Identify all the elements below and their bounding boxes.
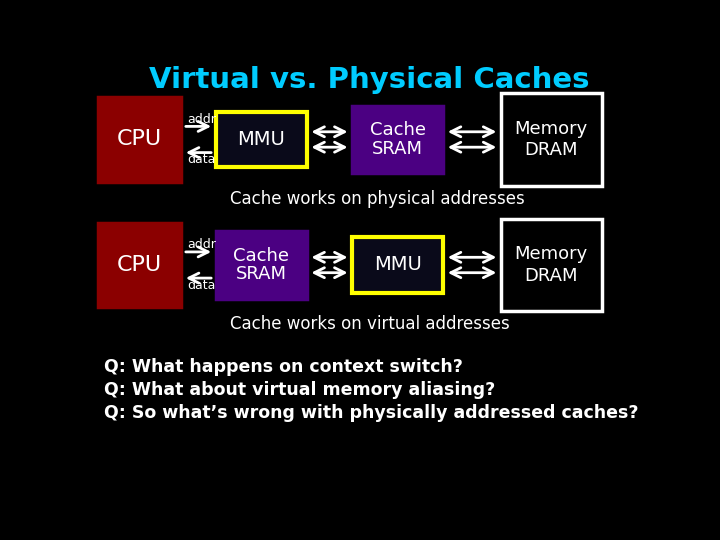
Bar [215, 231, 307, 299]
Text: MMU: MMU [374, 255, 422, 274]
Text: Cache: Cache [369, 122, 426, 139]
Text: addr: addr [188, 113, 217, 126]
Text: Virtual vs. Physical Caches: Virtual vs. Physical Caches [149, 66, 589, 94]
Bar [500, 219, 601, 311]
Text: SRAM: SRAM [372, 140, 423, 158]
Text: CPU: CPU [117, 255, 162, 275]
Bar [215, 112, 307, 167]
Bar [352, 106, 444, 173]
Text: SRAM: SRAM [235, 265, 287, 284]
Text: DRAM: DRAM [524, 267, 578, 285]
Text: Q: What happens on context switch?: Q: What happens on context switch? [104, 357, 463, 376]
Text: Memory: Memory [515, 245, 588, 263]
Bar [98, 222, 181, 307]
Text: Memory: Memory [515, 120, 588, 138]
Text: MMU: MMU [238, 130, 285, 149]
Text: data: data [188, 153, 216, 166]
Bar [98, 97, 181, 182]
Text: Q: What about virtual memory aliasing?: Q: What about virtual memory aliasing? [104, 381, 495, 399]
Text: Cache works on physical addresses: Cache works on physical addresses [230, 190, 524, 208]
Text: DRAM: DRAM [524, 141, 578, 159]
Text: CPU: CPU [117, 130, 162, 150]
Text: data: data [188, 279, 216, 292]
Text: Cache works on virtual addresses: Cache works on virtual addresses [230, 315, 509, 333]
Text: Cache: Cache [233, 247, 289, 265]
Bar [352, 237, 444, 293]
Text: Q: So what’s wrong with physically addressed caches?: Q: So what’s wrong with physically addre… [104, 404, 639, 422]
Bar [500, 93, 601, 186]
Text: addr: addr [188, 239, 217, 252]
